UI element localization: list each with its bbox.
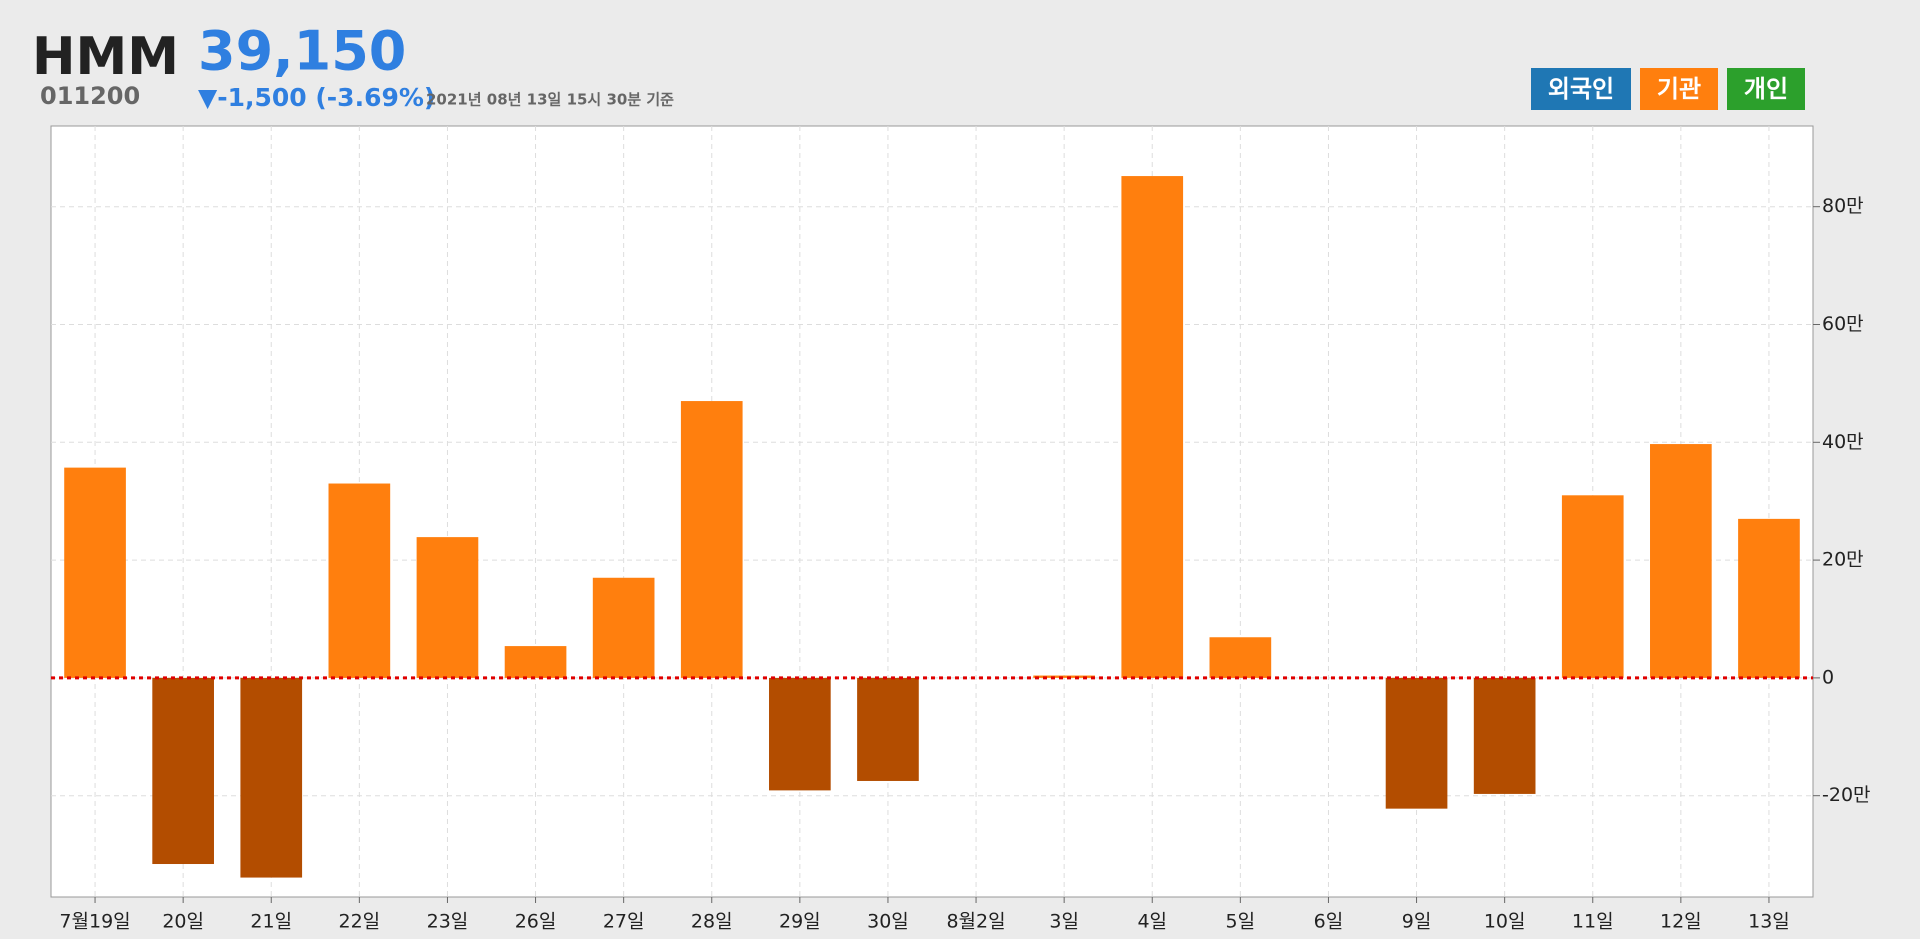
y-tick-label: -20만 — [1822, 784, 1871, 806]
y-tick-label: 80만 — [1822, 195, 1864, 217]
plot-area — [50, 125, 1814, 898]
bar — [857, 677, 919, 781]
price-change: ▼-1,500 (-3.69%) — [198, 83, 435, 112]
bar — [592, 577, 655, 678]
bar — [504, 646, 567, 678]
x-tick-label: 11일 — [1572, 911, 1614, 933]
x-tick-label: 27일 — [603, 911, 645, 933]
stock-name: HMM — [32, 27, 179, 87]
x-tick-label: 26일 — [515, 911, 557, 933]
legend-label[interactable]: 개인 — [1744, 75, 1788, 103]
legend-button[interactable] — [1531, 68, 1631, 110]
bar — [240, 677, 303, 878]
x-tick-label: 6일 — [1314, 911, 1344, 933]
bar — [680, 401, 743, 678]
x-tick-label: 5일 — [1226, 911, 1256, 933]
x-tick-label: 4일 — [1137, 911, 1167, 933]
x-tick-label: 8월2일 — [946, 911, 1005, 933]
y-tick-label: 60만 — [1822, 313, 1864, 335]
legend-button[interactable] — [1727, 68, 1805, 110]
x-tick-label: 13일 — [1748, 911, 1790, 933]
bar — [328, 483, 391, 678]
x-tick-label: 12일 — [1660, 911, 1702, 933]
bar — [152, 677, 214, 865]
bar — [1033, 675, 1095, 678]
bar — [416, 537, 479, 678]
x-tick-label: 29일 — [779, 911, 821, 933]
bar — [1738, 518, 1800, 678]
x-tick-label: 10일 — [1484, 911, 1526, 933]
x-tick-label: 9일 — [1402, 911, 1432, 933]
bar — [1473, 677, 1536, 794]
x-tick-label: 23일 — [427, 911, 469, 933]
x-tick-label: 22일 — [339, 911, 381, 933]
bar — [1121, 176, 1184, 678]
bar — [1209, 637, 1272, 678]
legend-label[interactable]: 기관 — [1657, 75, 1701, 103]
x-tick-label: 28일 — [691, 911, 733, 933]
y-tick-label: 0 — [1822, 666, 1834, 688]
y-tick-label: 40만 — [1822, 431, 1864, 453]
x-tick-label: 7월19일 — [59, 911, 130, 933]
legend: 외국인 기관 개인 — [1531, 68, 1805, 110]
bar — [1650, 444, 1712, 678]
legend-label[interactable]: 외국인 — [1548, 75, 1614, 103]
legend-button[interactable] — [1640, 68, 1718, 110]
bar — [769, 677, 831, 791]
x-tick-label: 20일 — [162, 911, 204, 933]
price: 39,150 — [198, 20, 406, 83]
x-tick-label: 30일 — [867, 911, 909, 933]
x-tick-label: 21일 — [250, 911, 292, 933]
y-tick-label: 20만 — [1822, 549, 1864, 571]
bar — [1385, 677, 1448, 809]
bar — [64, 467, 126, 678]
bar — [1561, 495, 1624, 678]
x-tick-label: 3일 — [1049, 911, 1079, 933]
timestamp: 2021년 08년 13일 15시 30분 기준 — [426, 91, 674, 109]
stock-code: 011200 — [40, 82, 140, 110]
